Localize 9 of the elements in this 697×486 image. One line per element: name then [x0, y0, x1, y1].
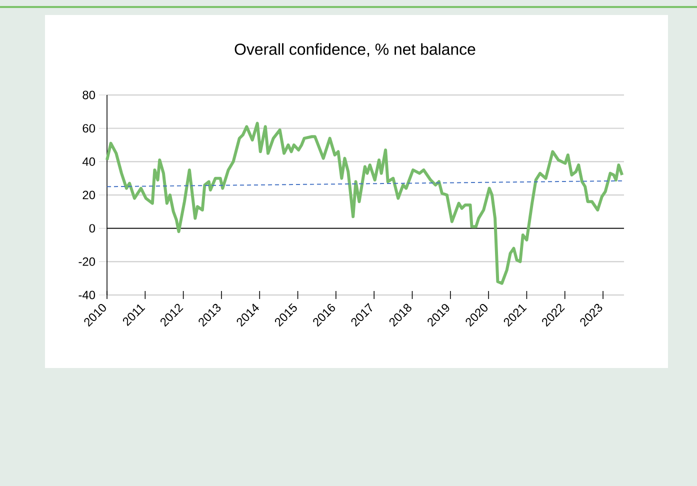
y-tick-label: 80 — [82, 90, 96, 100]
y-tick-label: -20 — [78, 257, 96, 266]
y-tick-label: 20 — [82, 190, 96, 200]
y-tick-label: 40 — [82, 157, 96, 166]
y-tick-label: 60 — [82, 124, 96, 133]
line-series — [106, 122, 624, 285]
y-tick-label: -40 — [78, 290, 96, 300]
chart-title: Overall confidence, % net balance — [234, 43, 476, 57]
y-tick-label: 0 — [89, 224, 96, 233]
